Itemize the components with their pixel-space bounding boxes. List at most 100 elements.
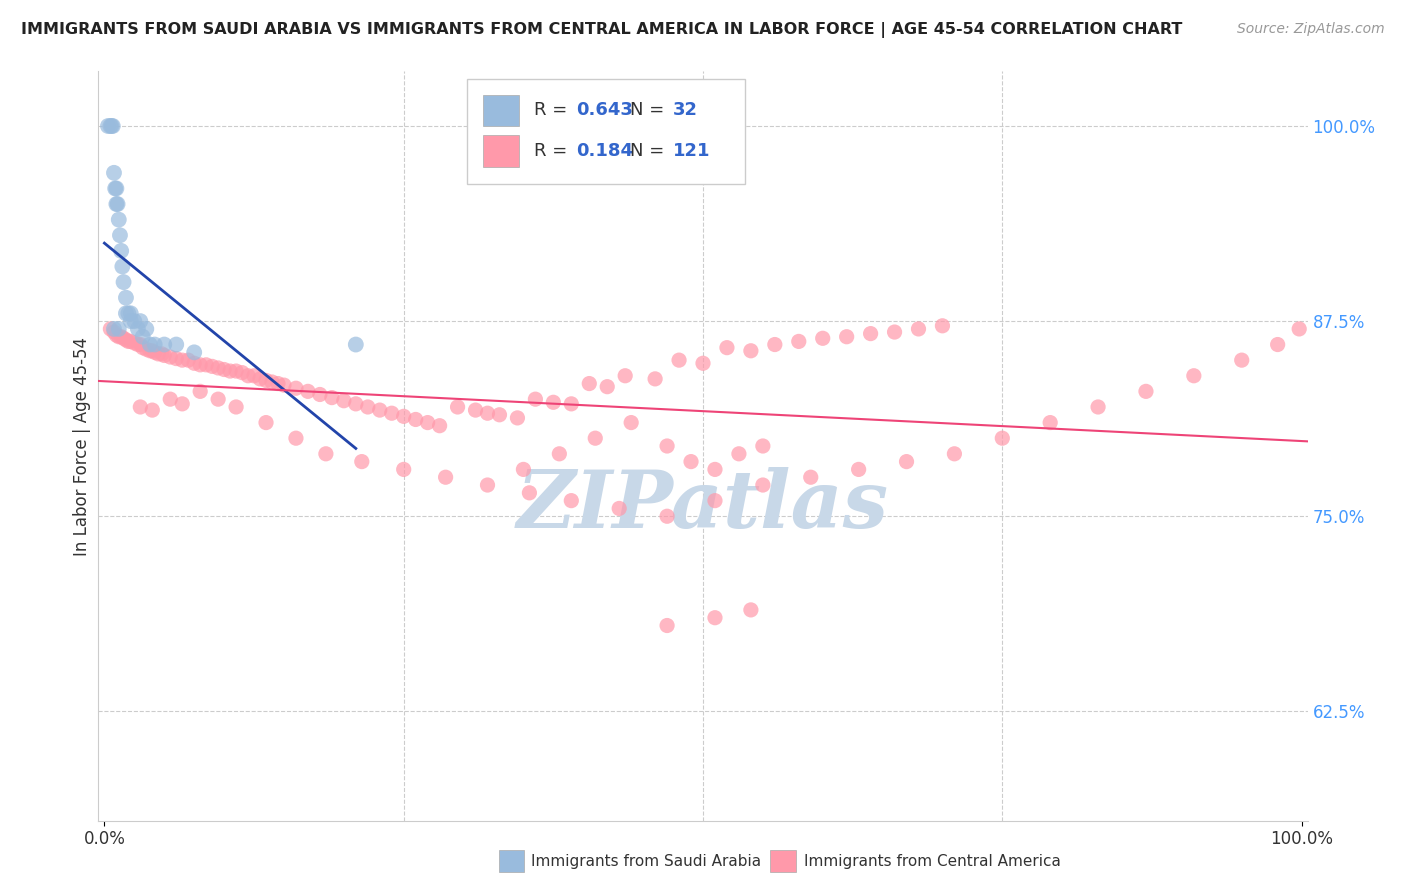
- Point: [392, 462, 415, 476]
- Point: [127, 337, 149, 351]
- Point: [188, 384, 211, 399]
- Point: [477, 406, 499, 420]
- Point: [284, 431, 307, 445]
- Point: [896, 454, 918, 468]
- Point: [219, 364, 242, 378]
- Text: R =: R =: [534, 102, 572, 120]
- Point: [344, 397, 367, 411]
- Point: [381, 406, 404, 420]
- Point: [254, 416, 277, 430]
- Point: [284, 381, 307, 395]
- Point: [740, 603, 762, 617]
- Text: Source: ZipAtlas.com: Source: ZipAtlas.com: [1237, 22, 1385, 37]
- Text: ZIPatlas: ZIPatlas: [517, 467, 889, 545]
- Point: [991, 431, 1014, 445]
- FancyBboxPatch shape: [482, 135, 519, 167]
- Point: [1182, 368, 1205, 383]
- Point: [848, 462, 870, 476]
- Point: [129, 400, 152, 414]
- Point: [141, 403, 163, 417]
- Point: [429, 418, 451, 433]
- Point: [704, 462, 727, 476]
- Point: [560, 397, 582, 411]
- Point: [1135, 384, 1157, 399]
- Point: [763, 337, 786, 351]
- Point: [392, 409, 415, 424]
- Point: [183, 345, 205, 359]
- Point: [105, 181, 128, 195]
- Point: [267, 376, 290, 391]
- Point: [107, 322, 129, 336]
- Point: [139, 337, 162, 351]
- Point: [1288, 322, 1310, 336]
- Point: [103, 322, 125, 336]
- Point: [620, 416, 643, 430]
- Point: [704, 493, 727, 508]
- Point: [231, 366, 253, 380]
- Point: [150, 347, 173, 361]
- Point: [728, 447, 751, 461]
- Point: [1087, 400, 1109, 414]
- Point: [110, 244, 132, 258]
- Point: [249, 372, 271, 386]
- FancyBboxPatch shape: [467, 78, 745, 184]
- Point: [141, 343, 163, 358]
- Point: [752, 478, 775, 492]
- Point: [704, 610, 727, 624]
- Point: [124, 314, 146, 328]
- Point: [644, 372, 666, 386]
- Point: [129, 337, 152, 351]
- Point: [446, 400, 468, 414]
- Text: N =: N =: [630, 102, 671, 120]
- Point: [560, 493, 582, 508]
- Point: [464, 403, 486, 417]
- Point: [172, 397, 194, 411]
- Point: [183, 356, 205, 370]
- Point: [132, 329, 155, 343]
- Point: [297, 384, 319, 399]
- Point: [112, 275, 135, 289]
- Point: [333, 393, 356, 408]
- Point: [139, 343, 162, 358]
- Point: [143, 345, 166, 359]
- Point: [931, 318, 953, 333]
- Point: [225, 364, 247, 378]
- Point: [97, 119, 120, 133]
- Point: [207, 392, 229, 407]
- Point: [105, 328, 128, 343]
- Point: [225, 400, 247, 414]
- Y-axis label: In Labor Force | Age 45-54: In Labor Force | Age 45-54: [73, 336, 91, 556]
- Point: [201, 359, 224, 374]
- Point: [787, 334, 810, 349]
- Point: [135, 342, 157, 356]
- Point: [309, 387, 332, 401]
- Point: [679, 454, 702, 468]
- Point: [111, 260, 134, 274]
- Point: [108, 228, 131, 243]
- Point: [104, 181, 127, 195]
- Point: [405, 412, 427, 426]
- Point: [172, 353, 194, 368]
- Text: R =: R =: [534, 142, 572, 160]
- Text: IMMIGRANTS FROM SAUDI ARABIA VS IMMIGRANTS FROM CENTRAL AMERICA IN LABOR FORCE |: IMMIGRANTS FROM SAUDI ARABIA VS IMMIGRAN…: [21, 22, 1182, 38]
- Point: [132, 341, 155, 355]
- Point: [124, 335, 146, 350]
- Point: [120, 334, 142, 349]
- Point: [655, 439, 678, 453]
- Point: [101, 119, 124, 133]
- Point: [153, 337, 176, 351]
- Point: [120, 314, 142, 328]
- Point: [859, 326, 882, 341]
- Point: [543, 395, 565, 409]
- Point: [800, 470, 823, 484]
- Point: [477, 478, 499, 492]
- Point: [260, 375, 283, 389]
- Point: [811, 331, 834, 345]
- Point: [578, 376, 600, 391]
- Point: [596, 379, 619, 393]
- FancyBboxPatch shape: [482, 95, 519, 126]
- Point: [519, 485, 541, 500]
- Point: [212, 362, 235, 376]
- Point: [692, 356, 714, 370]
- Point: [159, 350, 181, 364]
